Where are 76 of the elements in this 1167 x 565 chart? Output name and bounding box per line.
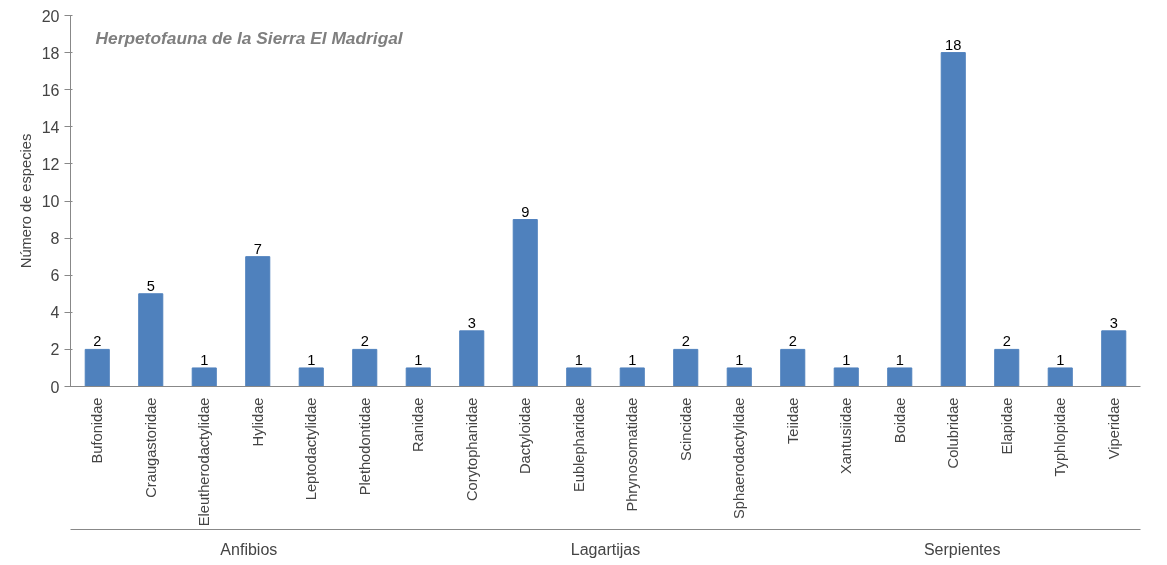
text: Lagartijas xyxy=(570,540,641,558)
x-tick-label: Plethodontidae xyxy=(356,397,373,496)
y-tick-label: 20 xyxy=(41,7,60,25)
x-tick-label: Leptodactylidae xyxy=(303,397,320,501)
y-tick-label: 16 xyxy=(41,81,60,99)
x-tick-label: Craugastoridae xyxy=(142,397,159,498)
data-label: 1 xyxy=(735,351,744,368)
data-label: 9 xyxy=(521,203,530,220)
data-label: 2 xyxy=(93,333,102,350)
y-tick-label: 14 xyxy=(41,118,60,136)
y-tick-label: 6 xyxy=(50,267,60,285)
bar xyxy=(245,256,271,387)
data-label: 1 xyxy=(307,351,316,368)
data-label: 7 xyxy=(253,240,262,257)
bar xyxy=(405,367,431,387)
bar xyxy=(1101,330,1127,387)
bar xyxy=(512,219,538,387)
data-label: 2 xyxy=(1002,333,1011,350)
bar xyxy=(1047,367,1073,387)
x-tick-label: Typhlopidae xyxy=(1052,397,1069,477)
x-tick-label: Colubridae xyxy=(945,397,962,469)
bar xyxy=(619,367,645,387)
bar xyxy=(352,348,378,387)
bar xyxy=(994,348,1020,387)
data-label: 1 xyxy=(1056,351,1065,368)
bar xyxy=(833,367,859,387)
data-label: 3 xyxy=(1109,314,1118,331)
data-label: 2 xyxy=(360,333,369,350)
data-label: 1 xyxy=(414,351,423,368)
text: Anfibios xyxy=(220,540,278,558)
x-tick-label: Boidae xyxy=(891,397,908,444)
y-tick-label: 18 xyxy=(41,44,60,62)
x-tick-label: Elapidae xyxy=(998,397,1015,455)
x-tick-label: Phrynosomatidae xyxy=(624,397,641,512)
data-label: 1 xyxy=(628,351,637,368)
data-label: 2 xyxy=(681,333,690,350)
bar xyxy=(459,330,485,387)
x-tick-label: Viperidae xyxy=(1105,397,1122,460)
data-label: 1 xyxy=(842,351,851,368)
x-tick-label: Teiidae xyxy=(784,397,801,444)
bar xyxy=(566,367,592,387)
bar xyxy=(726,367,752,387)
bar xyxy=(940,52,966,387)
bar xyxy=(673,348,699,387)
data-label: 18 xyxy=(945,36,962,53)
y-tick-label: 2 xyxy=(50,341,60,359)
y-axis-title: Número de especies xyxy=(17,133,34,269)
bar xyxy=(298,367,324,387)
x-tick-label: Eleutherodactylidae xyxy=(196,397,213,527)
data-label: 2 xyxy=(788,333,797,350)
y-tick-label: 12 xyxy=(41,155,60,173)
x-tick-label: Corytophanidae xyxy=(463,397,480,501)
bar xyxy=(780,348,806,387)
text: Herpetofauna de la Sierra El Madrigal xyxy=(95,27,404,48)
bar xyxy=(84,348,110,387)
x-tick-label: Scincidae xyxy=(677,397,694,462)
y-tick-label: 0 xyxy=(50,378,60,396)
data-label: 1 xyxy=(895,351,904,368)
x-tick-label: Dactyloidae xyxy=(517,397,534,475)
bar xyxy=(887,367,913,387)
x-tick-label: Eublepharidae xyxy=(570,397,587,493)
data-label: 1 xyxy=(574,351,583,368)
x-tick-label: Hylidae xyxy=(249,397,266,447)
x-tick-label: Bufonidae xyxy=(89,397,106,464)
x-tick-label: Xantusiidae xyxy=(838,397,855,475)
y-tick-label: 8 xyxy=(50,230,60,248)
bar xyxy=(138,293,164,387)
data-label: 1 xyxy=(200,351,209,368)
bar xyxy=(191,367,217,387)
y-tick-label: 4 xyxy=(50,304,60,322)
data-label: 5 xyxy=(146,277,155,294)
text: Serpientes xyxy=(923,540,1001,558)
data-label: 3 xyxy=(467,314,476,331)
y-tick-label: 10 xyxy=(41,193,60,210)
x-tick-label: Ranidae xyxy=(410,397,427,453)
x-tick-label: Sphaerodactylidae xyxy=(731,397,748,519)
